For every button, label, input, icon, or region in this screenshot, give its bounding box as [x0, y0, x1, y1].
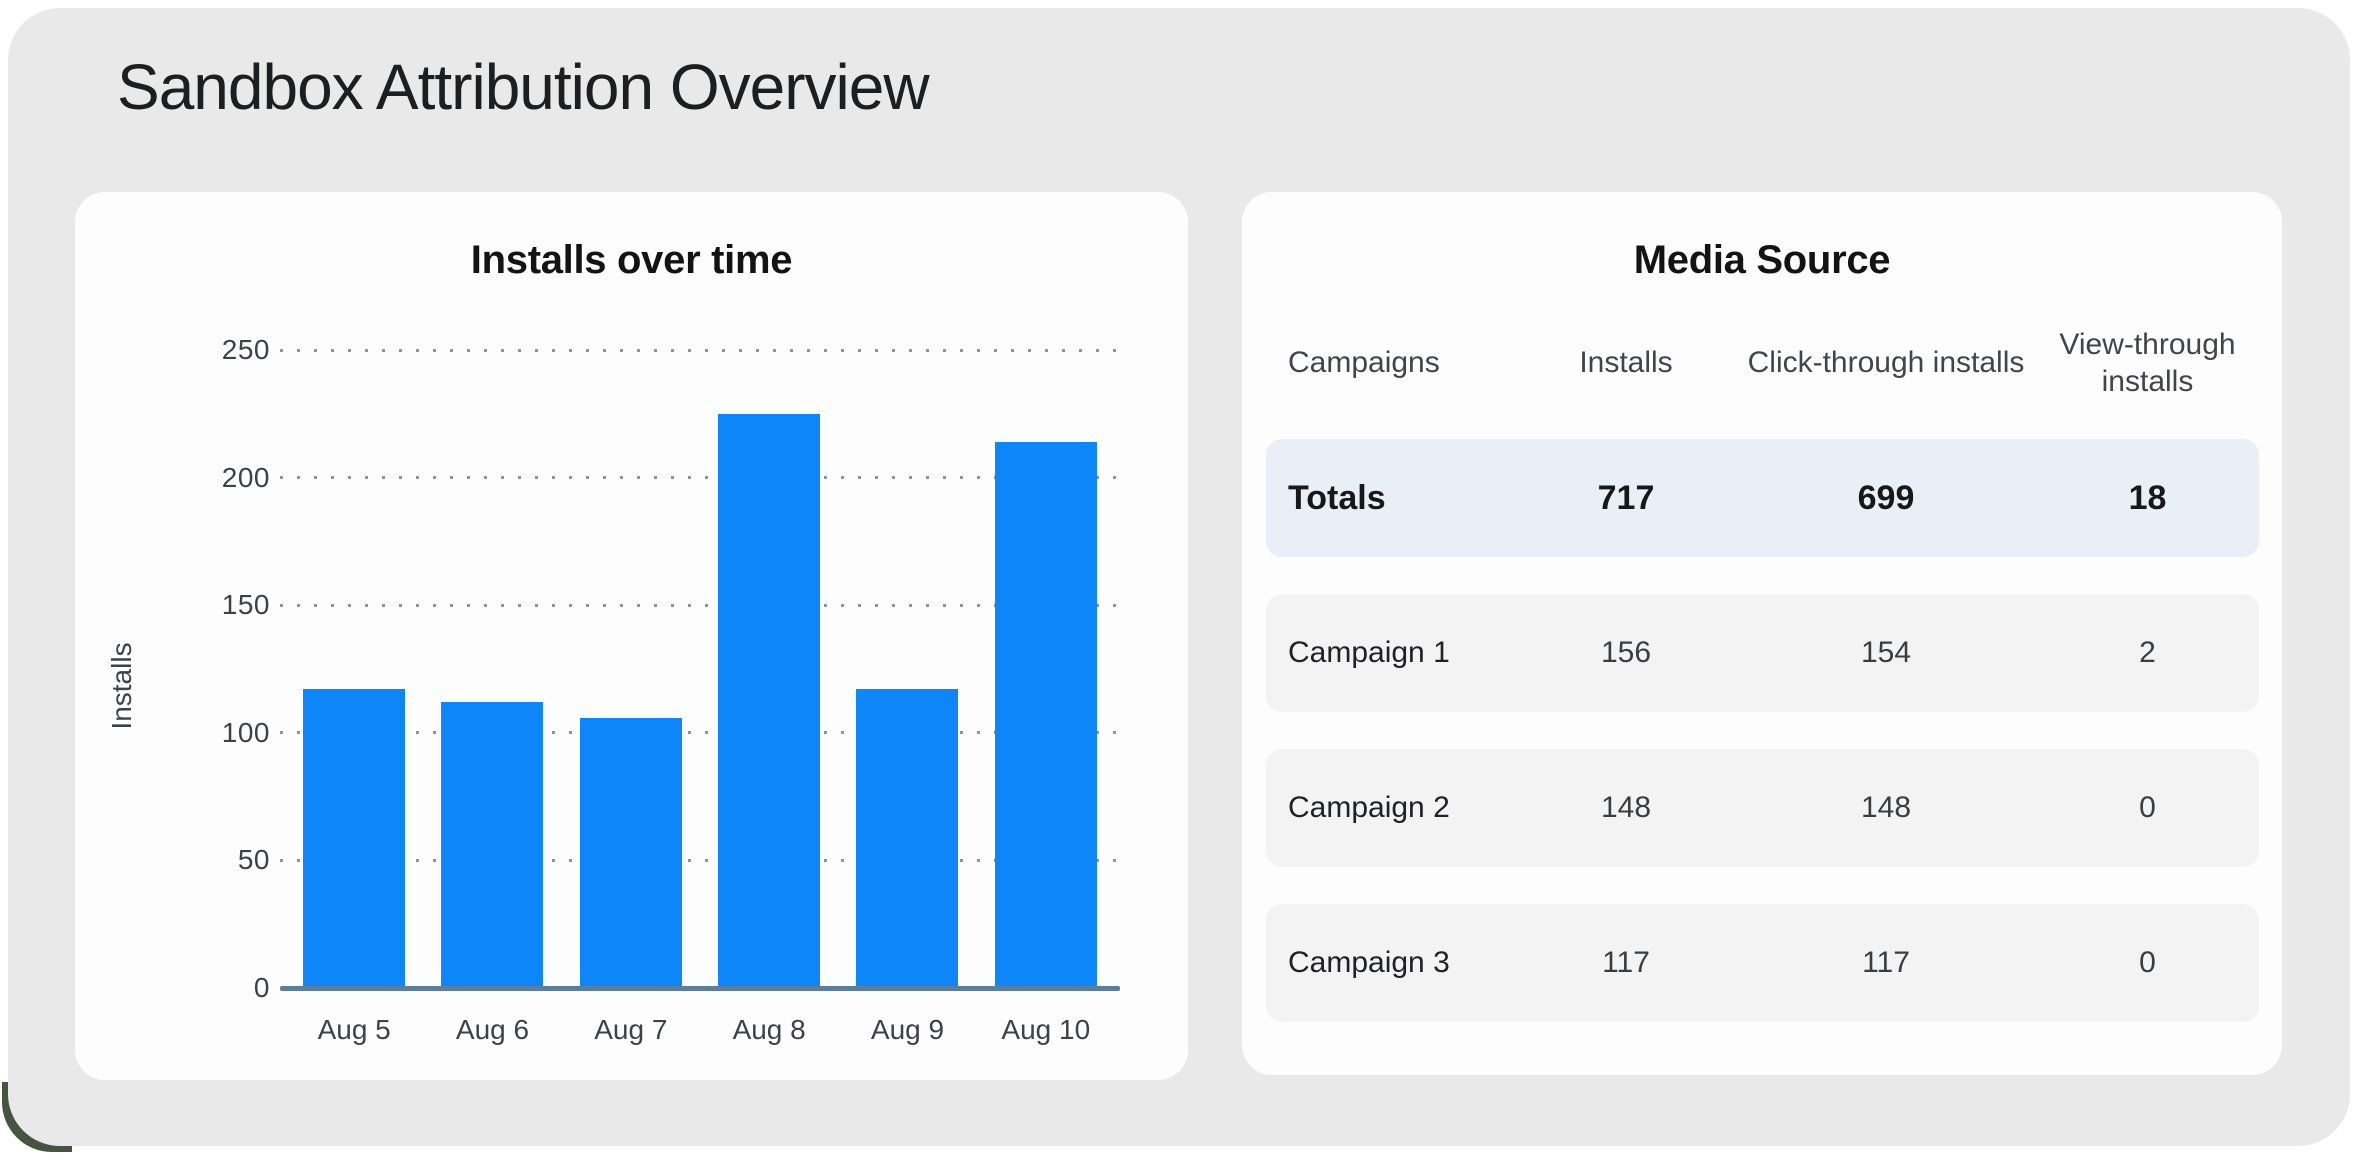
x-tick: Aug 10 — [1001, 1014, 1091, 1045]
column-header-view-through-installs: View-through installs — [2059, 327, 2236, 398]
campaign-view-through: 0 — [2139, 791, 2156, 824]
gridline-100 — [280, 731, 1120, 734]
y-tick: 100 — [221, 717, 270, 748]
bar-aug-8[interactable] — [718, 413, 821, 988]
column-header-click-through-installs: Click-through installs — [1747, 346, 2025, 379]
installs-chart-card: Installs over time Installs 250 200 150 … — [75, 192, 1188, 1080]
gridline-50 — [280, 859, 1120, 862]
y-tick: 0 — [253, 972, 270, 1003]
x-tick: Aug 5 — [317, 1014, 391, 1045]
campaign-view-through: 0 — [2139, 946, 2156, 979]
campaign-installs: 117 — [1602, 946, 1650, 979]
bar-aug-7[interactable] — [579, 717, 682, 988]
x-tick: Aug 8 — [732, 1014, 806, 1045]
x-axis-labels: Aug 5 Aug 6 Aug 7 Aug 8 Aug 9 Aug 10 — [285, 1014, 1115, 1046]
y-tick: 200 — [221, 462, 270, 493]
bar-aug-6[interactable] — [441, 702, 544, 988]
totals-row[interactable]: Totals 717 699 18 — [1266, 439, 2259, 557]
gridline-200 — [280, 476, 1120, 479]
bar-aug-5[interactable] — [303, 689, 406, 988]
gridline-150 — [280, 604, 1120, 607]
bar-series — [285, 350, 1115, 988]
campaign-installs: 156 — [1600, 636, 1652, 669]
x-tick: Aug 9 — [870, 1014, 945, 1045]
campaign-label: Campaign 1 — [1288, 636, 1450, 669]
campaign-2-row[interactable]: Campaign 2 148 148 0 — [1266, 749, 2259, 867]
campaign-installs: 148 — [1600, 791, 1652, 824]
x-tick: Aug 7 — [594, 1014, 668, 1045]
y-tick: 150 — [221, 589, 270, 620]
y-axis-ticks: 250 200 150 100 50 0 — [160, 192, 270, 1080]
table-header-row: Campaigns Installs Click-through install… — [1266, 310, 2259, 415]
chart-title: Installs over time — [470, 238, 793, 282]
bar-aug-10[interactable] — [994, 441, 1097, 988]
totals-view-through: 18 — [2128, 478, 2167, 517]
x-tick: Aug 6 — [455, 1014, 530, 1045]
campaign-view-through: 2 — [2139, 636, 2156, 669]
campaign-label: Campaign 2 — [1288, 791, 1450, 824]
media-source-card: Media Source Campaigns Installs Click-th… — [1242, 192, 2282, 1075]
column-header-campaigns: Campaigns — [1288, 346, 1440, 379]
y-tick: 50 — [237, 844, 270, 875]
column-header-installs: Installs — [1579, 346, 1673, 379]
campaign-label: Campaign 3 — [1288, 946, 1450, 979]
campaign-click-through: 154 — [1860, 636, 1912, 669]
totals-installs: 717 — [1597, 478, 1655, 517]
table-title: Media Source — [1633, 238, 1891, 282]
bar-aug-9[interactable] — [856, 689, 959, 988]
campaign-1-row[interactable]: Campaign 1 156 154 2 — [1266, 594, 2259, 712]
campaign-click-through: 117 — [1862, 946, 1910, 979]
campaign-click-through: 148 — [1860, 791, 1912, 824]
y-tick: 250 — [221, 334, 270, 365]
page-title: Sandbox Attribution Overview — [117, 51, 930, 123]
gridline-250 — [280, 349, 1120, 352]
totals-label: Totals — [1288, 478, 1386, 517]
y-axis-title: Installs — [106, 642, 137, 730]
campaign-3-row[interactable]: Campaign 3 117 117 0 — [1266, 904, 2259, 1022]
totals-click-through: 699 — [1857, 478, 1915, 517]
x-axis-line — [280, 986, 1120, 991]
